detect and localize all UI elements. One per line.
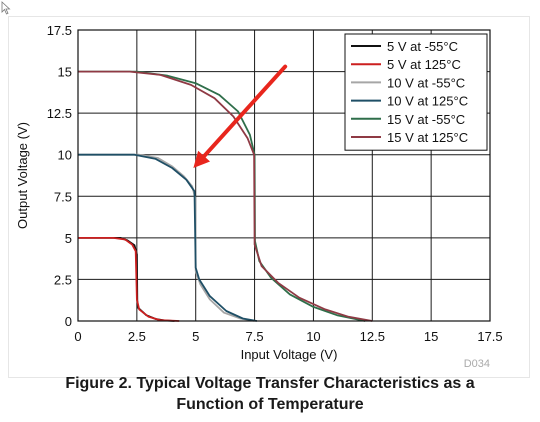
- tick-labels: 0 2.5 5 7.5 10 12.5 15 17.5 0 2.5 5 7.5 10 12.5 15 17.5: [47, 23, 503, 344]
- caption-line-2: Function of Temperature: [176, 396, 364, 413]
- y-tick-label: 0: [65, 314, 72, 329]
- legend-label-4: 15 V at -55°C: [387, 112, 465, 127]
- axes: [77, 29, 491, 322]
- legend: 5 V at -55°C 5 V at 125°C 10 V at -55°C 10 …: [344, 33, 488, 151]
- x-tick-label: 5: [192, 329, 199, 344]
- arrow-head: [193, 150, 211, 169]
- x-tick-label: 17.5: [477, 329, 502, 344]
- x-tick-label: 10: [306, 329, 320, 344]
- figure-id: D034: [464, 358, 490, 370]
- plot-border: [77, 29, 491, 322]
- y-tick-label: 12.5: [47, 106, 72, 121]
- legend-label-5: 15 V at 125°C: [387, 130, 468, 145]
- x-tick-label: 2.5: [128, 329, 146, 344]
- y-tick-label: 2.5: [54, 272, 72, 287]
- legend-label-1: 5 V at 125°C: [387, 57, 461, 72]
- x-tick-label: 0: [74, 329, 81, 344]
- y-tick-label: 10: [58, 148, 72, 163]
- y-axis-label: Output Voltage (V): [15, 122, 30, 229]
- y-tick-label: 17.5: [47, 23, 72, 38]
- legend-box: [344, 33, 488, 151]
- series-line-1: [78, 237, 180, 322]
- arrow-shaft: [202, 64, 288, 159]
- cursor-icon: [1, 1, 11, 15]
- series-line-3: [78, 153, 258, 322]
- series-layer: [78, 70, 373, 322]
- annotation-arrow: [193, 64, 288, 169]
- caption-line-1: Figure 2. Typical Voltage Transfer Chara…: [65, 375, 475, 392]
- legend-label-0: 5 V at -55°C: [387, 39, 458, 54]
- y-tick-label: 5: [65, 231, 72, 246]
- series-line-5: [78, 70, 373, 322]
- x-tick-label: 7.5: [246, 329, 264, 344]
- x-tick-label: 12.5: [360, 329, 385, 344]
- y-tick-label: 7.5: [54, 189, 72, 204]
- x-axis-label: Input Voltage (V): [241, 347, 338, 362]
- legend-label-3: 10 V at 125°C: [387, 94, 468, 109]
- legend-label-2: 10 V at -55°C: [387, 75, 465, 90]
- x-tick-label: 15: [424, 329, 438, 344]
- y-tick-label: 15: [58, 65, 72, 80]
- chart: 0 2.5 5 7.5 10 12.5 15 17.5 0 2.5 5 7.5 10 12.5 15 17.5…: [15, 23, 503, 370]
- plot-frame: [8, 16, 530, 378]
